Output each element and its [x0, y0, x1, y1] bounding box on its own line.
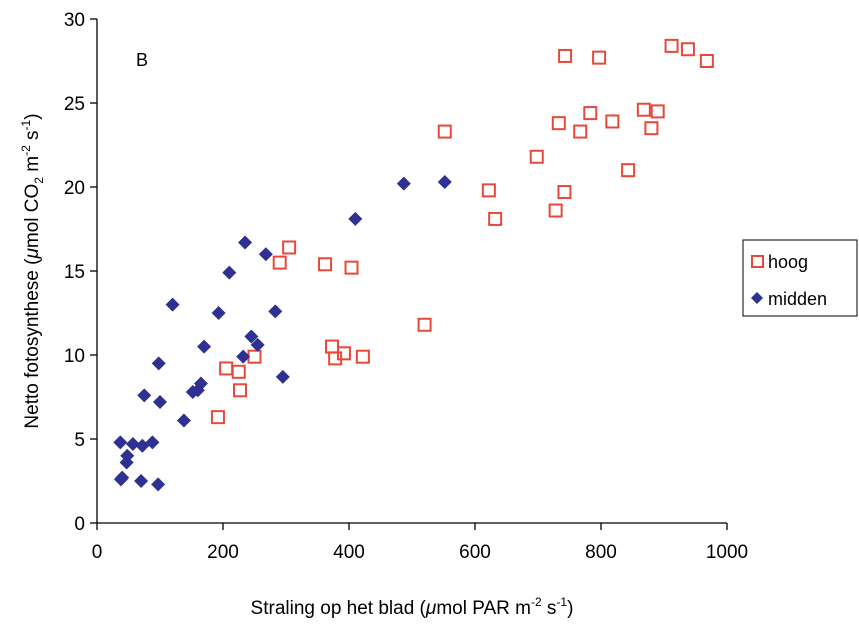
x-tick-label: 800 — [585, 542, 617, 563]
data-point-hoog — [548, 203, 563, 218]
data-point-hoog — [558, 48, 573, 63]
data-point-hoog — [557, 185, 572, 200]
data-point-hoog — [605, 114, 620, 129]
legend-marker-hoog — [751, 255, 764, 268]
data-point-hoog — [621, 163, 636, 178]
data-point-midden — [113, 435, 128, 450]
data-point-midden — [258, 247, 273, 262]
data-point-hoog — [210, 410, 225, 425]
x-tick-label: 400 — [333, 542, 365, 563]
data-point-midden — [137, 388, 152, 403]
data-point-midden — [145, 435, 160, 450]
data-point-hoog — [699, 54, 714, 68]
data-point-hoog — [644, 121, 659, 136]
legend-label-hoog: hoog — [768, 252, 808, 272]
data-point-hoog — [551, 116, 566, 131]
data-point-hoog — [529, 149, 544, 164]
legend-label-midden: midden — [768, 289, 827, 309]
data-point-hoog — [481, 183, 496, 198]
data-point-midden — [250, 337, 265, 352]
data-point-hoog — [233, 383, 248, 398]
data-point-hoog — [324, 339, 339, 354]
data-point-hoog — [344, 260, 359, 275]
y-tick-label: 10 — [64, 346, 85, 367]
data-point-hoog — [417, 317, 432, 332]
data-point-midden — [244, 329, 259, 344]
data-point-midden — [125, 437, 140, 452]
axes: 0 5 10 15 20 25 30 0 200 400 600 800 1000 — [64, 10, 748, 563]
y-tick-label: 0 — [74, 514, 85, 535]
data-point-hoog — [664, 38, 679, 53]
data-point-midden — [211, 306, 226, 320]
data-point-hoog — [437, 124, 452, 139]
data-point-midden — [115, 470, 130, 485]
y-tick-label: 30 — [64, 10, 85, 31]
data-point-midden — [348, 211, 363, 226]
data-point-hoog — [247, 349, 262, 364]
data-point-hoog — [355, 349, 370, 364]
data-point-hoog — [636, 102, 651, 117]
y-axis-label: Netto fotosynthese (μmol CO2 m-2 s-1) — [19, 113, 46, 428]
data-point-hoog — [650, 104, 665, 119]
data-point-midden — [236, 349, 251, 364]
data-point-hoog — [231, 364, 246, 379]
x-tick-label: 600 — [459, 542, 491, 563]
data-point-hoog — [219, 361, 234, 376]
data-point-hoog — [680, 42, 695, 57]
data-point-midden — [275, 369, 290, 384]
x-tick-label: 0 — [92, 542, 103, 563]
data-point-midden — [222, 265, 237, 280]
data-point-midden — [176, 413, 191, 428]
data-point-hoog — [488, 211, 503, 226]
data-point-midden — [120, 448, 135, 463]
data-point-hoog — [583, 106, 598, 121]
data-point-midden — [437, 174, 452, 189]
y-tick-label: 15 — [64, 262, 85, 283]
data-point-midden — [151, 477, 166, 492]
data-point-midden — [197, 339, 212, 354]
data-point-midden — [396, 176, 411, 191]
x-tick-label: 1000 — [706, 542, 748, 563]
y-tick-label: 20 — [64, 178, 85, 199]
data-point-hoog — [318, 257, 333, 272]
x-tick-label: 200 — [207, 542, 239, 563]
legend-box — [742, 239, 858, 317]
data-point-midden — [193, 376, 208, 391]
legend: hoog midden — [742, 239, 858, 317]
panel-label: B — [136, 50, 148, 70]
x-axis-label: Straling op het blad (μmol PAR m-2 s-1) — [251, 595, 574, 619]
y-tick-label: 25 — [64, 94, 85, 115]
data-point-hoog — [282, 240, 297, 255]
data-point-midden — [268, 304, 283, 319]
y-tick-label: 5 — [74, 430, 85, 451]
data-point-midden — [151, 356, 166, 371]
data-point-midden — [134, 474, 149, 488]
data-point-midden — [153, 395, 167, 410]
data-point-hoog — [573, 124, 588, 139]
legend-marker-midden — [751, 292, 763, 304]
data-point-hoog — [336, 346, 351, 361]
data-point-midden — [165, 297, 180, 312]
data-points — [113, 38, 714, 492]
data-point-hoog — [272, 255, 287, 270]
data-point-midden — [238, 235, 253, 250]
data-point-hoog — [592, 50, 607, 65]
